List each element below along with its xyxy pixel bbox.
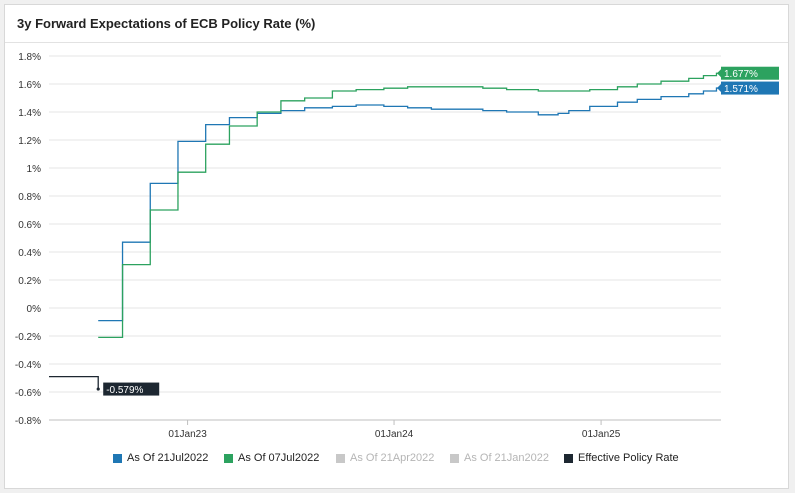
value-label-bg-0 <box>721 81 779 95</box>
y-tick-label: -0.4% <box>15 360 41 371</box>
y-tick-label: 1.6% <box>18 80 41 91</box>
y-tick-label: -0.6% <box>15 388 41 399</box>
legend-label: As Of 21Jul2022 <box>127 452 209 464</box>
legend-item[interactable]: Effective Policy Rate <box>564 452 679 464</box>
y-tick-label: -0.2% <box>15 332 41 343</box>
y-tick-label: 1.4% <box>18 108 41 119</box>
value-label-1: 1.677% <box>724 69 758 80</box>
legend-item[interactable]: As Of 21Jan2022 <box>450 452 549 464</box>
legend-label: As Of 07Jul2022 <box>238 452 320 464</box>
legend-item[interactable]: As Of 21Jul2022 <box>113 452 208 464</box>
value-label-bg-4 <box>103 382 160 396</box>
series-line-4 <box>49 375 99 390</box>
chart-legend: As Of 21Jul2022 As Of 07Jul2022 As Of 21Ap… <box>5 452 790 468</box>
y-tick-label: 0.4% <box>18 248 41 259</box>
series-line-1 <box>98 72 719 339</box>
series-line-0 <box>98 87 719 322</box>
y-tick-label: 0.8% <box>18 192 41 203</box>
legend-swatch <box>336 453 345 463</box>
y-tick-label: 1.2% <box>18 136 41 147</box>
chart-canvas: -0.8% -0.6% -0.4% -0.2% 0% 0.2% 0.4% 0.6% 0.8% 1%… <box>15 52 779 440</box>
x-tick-label: 01Jan24 <box>375 429 414 440</box>
label-pointer-0 <box>717 84 721 93</box>
x-tick-label: 01Jan23 <box>168 429 207 440</box>
value-label-4: -0.579% <box>106 385 143 396</box>
legend-swatch <box>224 453 233 463</box>
value-label-0: 1.571% <box>724 84 758 95</box>
series-end-dot-4 <box>96 387 100 391</box>
legend-label: As Of 21Apr2022 <box>350 452 435 464</box>
chart-title: 3y Forward Expectations of ECB Policy Ra… <box>17 16 316 31</box>
legend-swatch <box>113 453 122 463</box>
title-divider <box>5 42 788 43</box>
legend-swatch <box>564 453 573 463</box>
y-tick-label: 1.8% <box>18 52 41 63</box>
legend-label: As Of 21Jan2022 <box>464 452 550 464</box>
legend-label: Effective Policy Rate <box>578 452 679 464</box>
label-pointer-1 <box>717 69 721 78</box>
y-tick-label: 0% <box>27 304 42 315</box>
x-tick-label: 01Jan25 <box>582 429 621 440</box>
value-label-bg-1 <box>721 66 779 80</box>
y-tick-label: 0.2% <box>18 276 41 287</box>
legend-item[interactable]: As Of 21Apr2022 <box>336 452 434 464</box>
y-tick-label: 1% <box>27 164 42 175</box>
chart-panel: 3y Forward Expectations of ECB Policy Ra… <box>4 4 789 489</box>
y-tick-label: -0.8% <box>15 416 41 427</box>
legend-item[interactable]: As Of 07Jul2022 <box>224 452 319 464</box>
y-tick-label: 0.6% <box>18 220 41 231</box>
legend-swatch <box>450 453 459 463</box>
